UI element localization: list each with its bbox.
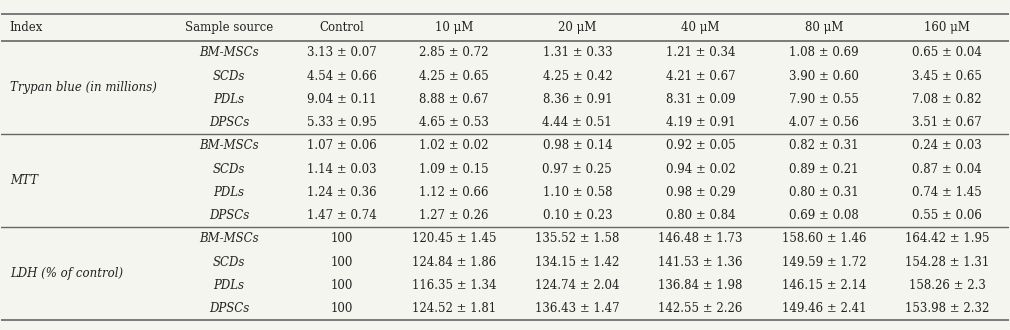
Text: 0.24 ± 0.03: 0.24 ± 0.03	[912, 139, 982, 152]
Text: 0.94 ± 0.02: 0.94 ± 0.02	[666, 163, 735, 176]
Text: 1.09 ± 0.15: 1.09 ± 0.15	[419, 163, 489, 176]
Text: DPSCs: DPSCs	[209, 116, 249, 129]
Text: 3.45 ± 0.65: 3.45 ± 0.65	[912, 70, 982, 82]
Text: 0.89 ± 0.21: 0.89 ± 0.21	[789, 163, 858, 176]
Text: 0.98 ± 0.29: 0.98 ± 0.29	[666, 186, 735, 199]
Text: 1.12 ± 0.66: 1.12 ± 0.66	[419, 186, 489, 199]
Text: LDH (% of control): LDH (% of control)	[10, 267, 123, 280]
Text: 5.33 ± 0.95: 5.33 ± 0.95	[307, 116, 377, 129]
Text: 9.04 ± 0.11: 9.04 ± 0.11	[307, 93, 377, 106]
Text: 0.92 ± 0.05: 0.92 ± 0.05	[666, 139, 735, 152]
Text: SCDs: SCDs	[213, 70, 245, 82]
Text: 4.44 ± 0.51: 4.44 ± 0.51	[542, 116, 612, 129]
Text: 136.84 ± 1.98: 136.84 ± 1.98	[659, 279, 742, 292]
Text: 1.08 ± 0.69: 1.08 ± 0.69	[789, 47, 858, 59]
Text: 158.26 ± 2.3: 158.26 ± 2.3	[909, 279, 986, 292]
Text: 124.74 ± 2.04: 124.74 ± 2.04	[535, 279, 619, 292]
Text: 80 μM: 80 μM	[805, 21, 843, 34]
Text: 1.31 ± 0.33: 1.31 ± 0.33	[542, 47, 612, 59]
Text: 0.55 ± 0.06: 0.55 ± 0.06	[912, 209, 982, 222]
Text: 1.27 ± 0.26: 1.27 ± 0.26	[419, 209, 489, 222]
Text: 4.54 ± 0.66: 4.54 ± 0.66	[307, 70, 377, 82]
Text: PDLs: PDLs	[213, 186, 244, 199]
Text: 0.80 ± 0.84: 0.80 ± 0.84	[666, 209, 735, 222]
Text: 160 μM: 160 μM	[924, 21, 970, 34]
Text: 100: 100	[330, 255, 352, 269]
Text: PDLs: PDLs	[213, 93, 244, 106]
Text: 0.97 ± 0.25: 0.97 ± 0.25	[542, 163, 612, 176]
Text: 136.43 ± 1.47: 136.43 ± 1.47	[535, 302, 620, 315]
Text: 0.10 ± 0.23: 0.10 ± 0.23	[542, 209, 612, 222]
Text: 8.36 ± 0.91: 8.36 ± 0.91	[542, 93, 612, 106]
Text: 10 μM: 10 μM	[435, 21, 474, 34]
Text: 124.52 ± 1.81: 124.52 ± 1.81	[412, 302, 496, 315]
Text: 40 μM: 40 μM	[682, 21, 720, 34]
Text: 8.88 ± 0.67: 8.88 ± 0.67	[419, 93, 489, 106]
Text: 4.21 ± 0.67: 4.21 ± 0.67	[666, 70, 735, 82]
Text: 4.19 ± 0.91: 4.19 ± 0.91	[666, 116, 735, 129]
Text: Control: Control	[319, 21, 364, 34]
Text: 164.42 ± 1.95: 164.42 ± 1.95	[905, 232, 989, 245]
Text: 120.45 ± 1.45: 120.45 ± 1.45	[412, 232, 496, 245]
Text: Trypan blue (in millions): Trypan blue (in millions)	[10, 81, 157, 94]
Text: Sample source: Sample source	[185, 21, 274, 34]
Text: 141.53 ± 1.36: 141.53 ± 1.36	[659, 255, 742, 269]
Text: SCDs: SCDs	[213, 255, 245, 269]
Text: 1.14 ± 0.03: 1.14 ± 0.03	[307, 163, 377, 176]
Text: 142.55 ± 2.26: 142.55 ± 2.26	[659, 302, 742, 315]
Text: DPSCs: DPSCs	[209, 302, 249, 315]
Text: 1.21 ± 0.34: 1.21 ± 0.34	[666, 47, 735, 59]
Text: SCDs: SCDs	[213, 163, 245, 176]
Text: 2.85 ± 0.72: 2.85 ± 0.72	[419, 47, 489, 59]
Text: MTT: MTT	[10, 174, 37, 187]
Text: 153.98 ± 2.32: 153.98 ± 2.32	[905, 302, 989, 315]
Text: 0.80 ± 0.31: 0.80 ± 0.31	[789, 186, 858, 199]
Text: 3.90 ± 0.60: 3.90 ± 0.60	[789, 70, 858, 82]
Text: 0.74 ± 1.45: 0.74 ± 1.45	[912, 186, 982, 199]
Text: BM-MSCs: BM-MSCs	[199, 47, 259, 59]
Text: 7.90 ± 0.55: 7.90 ± 0.55	[789, 93, 858, 106]
Text: 1.07 ± 0.06: 1.07 ± 0.06	[307, 139, 377, 152]
Text: 146.48 ± 1.73: 146.48 ± 1.73	[659, 232, 742, 245]
Text: 158.60 ± 1.46: 158.60 ± 1.46	[782, 232, 866, 245]
Text: 0.98 ± 0.14: 0.98 ± 0.14	[542, 139, 612, 152]
Text: BM-MSCs: BM-MSCs	[199, 139, 259, 152]
Text: 7.08 ± 0.82: 7.08 ± 0.82	[912, 93, 982, 106]
Text: 154.28 ± 1.31: 154.28 ± 1.31	[905, 255, 989, 269]
Text: 0.82 ± 0.31: 0.82 ± 0.31	[789, 139, 858, 152]
Text: 124.84 ± 1.86: 124.84 ± 1.86	[412, 255, 496, 269]
Text: 0.69 ± 0.08: 0.69 ± 0.08	[789, 209, 858, 222]
Text: 149.46 ± 2.41: 149.46 ± 2.41	[782, 302, 866, 315]
Text: 4.25 ± 0.65: 4.25 ± 0.65	[419, 70, 489, 82]
Text: 3.51 ± 0.67: 3.51 ± 0.67	[912, 116, 982, 129]
Text: 0.65 ± 0.04: 0.65 ± 0.04	[912, 47, 982, 59]
Text: 1.24 ± 0.36: 1.24 ± 0.36	[307, 186, 377, 199]
Text: DPSCs: DPSCs	[209, 209, 249, 222]
Text: Index: Index	[10, 21, 43, 34]
Text: 100: 100	[330, 232, 352, 245]
Text: 4.07 ± 0.56: 4.07 ± 0.56	[789, 116, 858, 129]
Text: 4.65 ± 0.53: 4.65 ± 0.53	[419, 116, 489, 129]
Text: BM-MSCs: BM-MSCs	[199, 232, 259, 245]
Text: 135.52 ± 1.58: 135.52 ± 1.58	[535, 232, 619, 245]
Text: 146.15 ± 2.14: 146.15 ± 2.14	[782, 279, 866, 292]
Text: 1.02 ± 0.02: 1.02 ± 0.02	[419, 139, 489, 152]
Text: 3.13 ± 0.07: 3.13 ± 0.07	[307, 47, 377, 59]
Text: 20 μM: 20 μM	[559, 21, 597, 34]
Text: 100: 100	[330, 302, 352, 315]
Text: 134.15 ± 1.42: 134.15 ± 1.42	[535, 255, 619, 269]
Text: 1.47 ± 0.74: 1.47 ± 0.74	[307, 209, 377, 222]
Text: 8.31 ± 0.09: 8.31 ± 0.09	[666, 93, 735, 106]
Text: 1.10 ± 0.58: 1.10 ± 0.58	[542, 186, 612, 199]
Text: PDLs: PDLs	[213, 279, 244, 292]
Text: 100: 100	[330, 279, 352, 292]
Text: 149.59 ± 1.72: 149.59 ± 1.72	[782, 255, 866, 269]
Text: 4.25 ± 0.42: 4.25 ± 0.42	[542, 70, 612, 82]
Text: 116.35 ± 1.34: 116.35 ± 1.34	[412, 279, 496, 292]
Text: 0.87 ± 0.04: 0.87 ± 0.04	[912, 163, 982, 176]
